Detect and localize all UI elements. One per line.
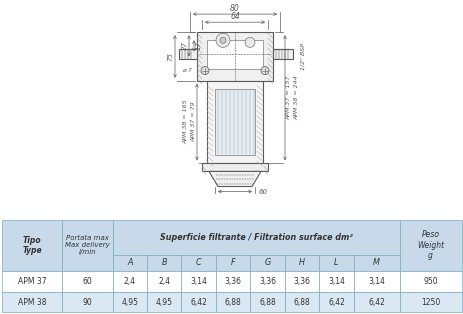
Bar [2,271,62,292]
Text: 2,4: 2,4 [158,277,170,286]
Bar [250,271,284,292]
Text: C: C [195,258,201,268]
Text: 75: 75 [167,52,173,61]
Circle shape [260,67,269,75]
Bar [319,292,353,312]
Bar [215,255,250,271]
Text: 1250: 1250 [420,297,439,306]
Bar [147,271,181,292]
Bar [250,255,284,271]
Bar [399,292,461,312]
Text: APM 38: APM 38 [18,297,46,306]
Bar [353,292,399,312]
Text: 60: 60 [82,277,92,286]
Text: 6,42: 6,42 [368,297,384,306]
Bar [319,271,353,292]
Bar [250,292,284,312]
Text: Peso
Weight
g: Peso Weight g [416,230,443,260]
Text: H: H [299,258,304,268]
Text: B: B [161,258,167,268]
Bar [147,255,181,271]
Bar [179,49,197,59]
Text: F: F [230,258,235,268]
Text: Portata max
Max delivery
l/min: Portata max Max delivery l/min [65,235,109,255]
Bar [272,49,292,59]
Bar [319,255,353,271]
Text: M: M [372,258,379,268]
Bar [181,292,215,312]
Text: Tipo
Type: Tipo Type [22,236,42,255]
Bar [399,271,461,292]
Text: 2,4: 2,4 [124,277,136,286]
Text: 6,42: 6,42 [327,297,344,306]
Text: 4,95: 4,95 [156,297,172,306]
Text: 60: 60 [258,189,268,195]
Bar [2,220,62,271]
Circle shape [200,67,208,75]
Circle shape [219,37,225,43]
Bar [215,292,250,312]
Text: 6,88: 6,88 [259,297,275,306]
Bar [201,163,268,171]
Text: 3,14: 3,14 [327,277,344,286]
Text: 80: 80 [230,3,239,13]
Bar [147,292,181,312]
Circle shape [216,33,230,47]
Bar [62,292,113,312]
Bar [353,255,399,271]
Bar [215,271,250,292]
Text: L: L [333,258,338,268]
Bar [181,255,215,271]
Bar [113,220,399,255]
Text: 17: 17 [195,41,201,50]
Bar [113,271,147,292]
Bar [353,271,399,292]
Bar [206,40,263,68]
Bar [206,81,263,163]
Bar [214,89,255,155]
Bar [284,292,319,312]
Bar [2,292,62,312]
Bar [284,255,319,271]
Bar [399,220,461,271]
Text: 3,36: 3,36 [224,277,241,286]
Text: APM 38 = 165: APM 38 = 165 [182,100,188,144]
Text: 4,95: 4,95 [121,297,138,306]
Text: APM 37 = 79: APM 37 = 79 [191,102,195,142]
Text: 90: 90 [82,297,92,306]
Bar [113,292,147,312]
Text: 6,88: 6,88 [224,297,241,306]
Text: Superficie filtrante / Filtration surface dm²: Superficie filtrante / Filtration surfac… [159,233,352,242]
Bar [197,32,272,81]
Text: APM 37: APM 37 [18,277,46,286]
Text: 3,14: 3,14 [368,277,384,286]
Text: 1/2" BSP: 1/2" BSP [300,43,305,70]
Bar [62,271,113,292]
Bar [284,271,319,292]
Text: 27: 27 [181,41,187,50]
Text: 3,36: 3,36 [293,277,310,286]
Circle shape [244,37,255,47]
Bar [113,255,147,271]
Bar [181,271,215,292]
Text: G: G [264,258,270,268]
Bar [62,220,113,271]
Polygon shape [208,171,260,187]
Text: APM 38 = 244: APM 38 = 244 [294,75,298,120]
Text: 3,14: 3,14 [190,277,206,286]
Text: 6,42: 6,42 [190,297,206,306]
Text: ø 7: ø 7 [181,68,192,73]
Text: 64: 64 [230,12,239,21]
Text: 3,36: 3,36 [258,277,275,286]
Text: 6,88: 6,88 [293,297,310,306]
Text: 950: 950 [422,277,437,286]
Text: A: A [127,258,132,268]
Text: APM 37 = 157: APM 37 = 157 [285,75,290,120]
